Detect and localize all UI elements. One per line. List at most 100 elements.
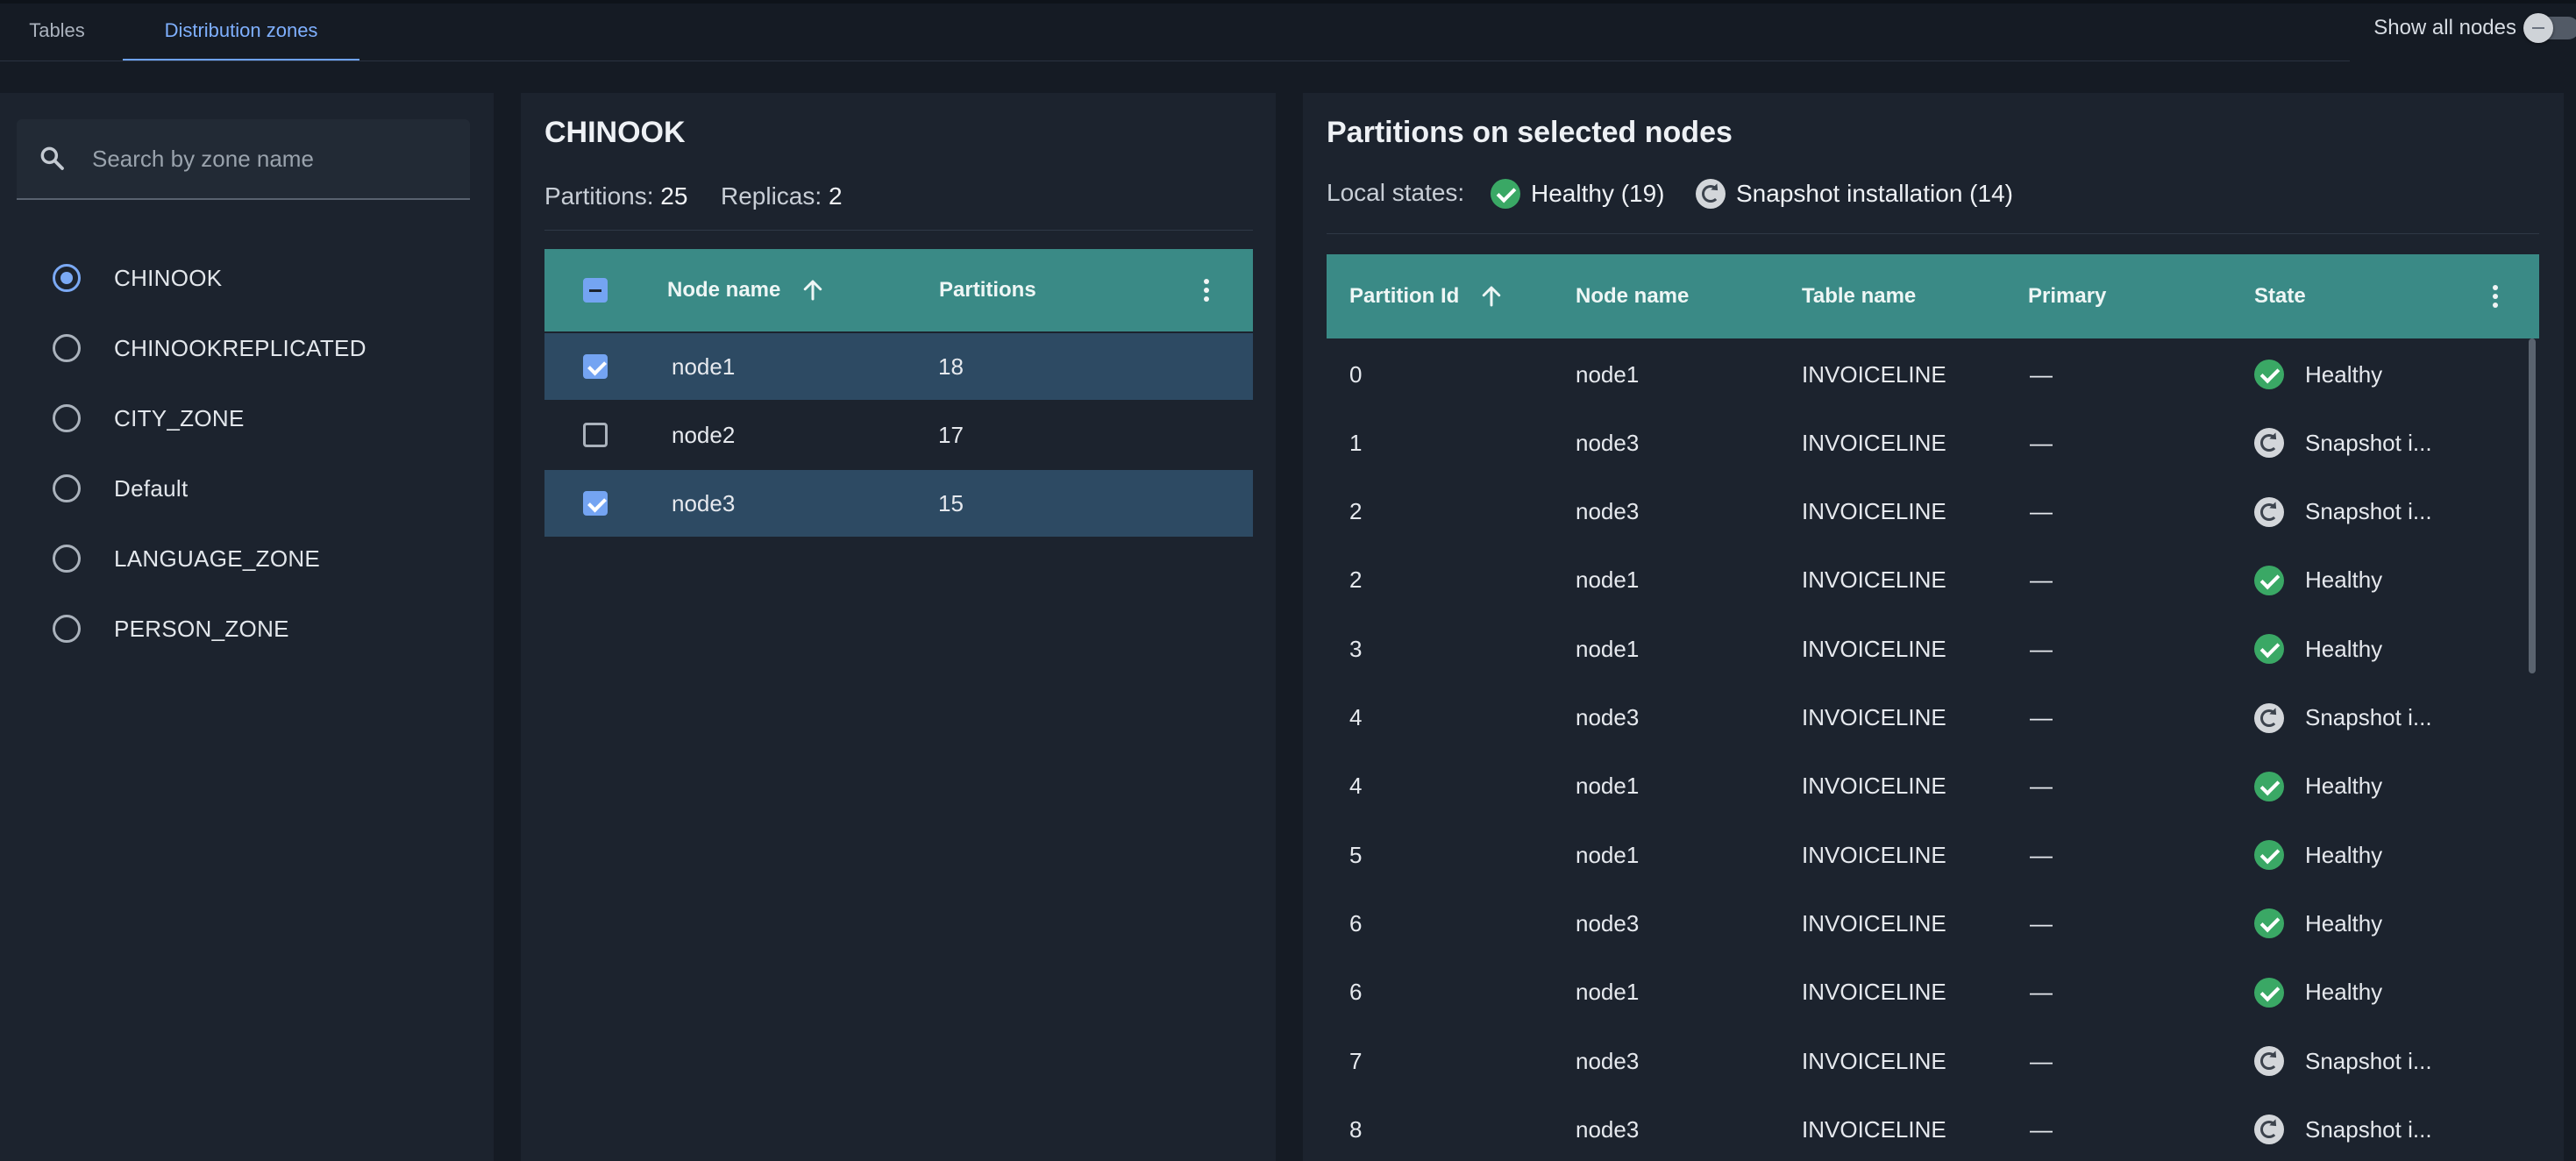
radio-icon[interactable] — [53, 404, 81, 432]
radio-selected-icon[interactable] — [53, 264, 81, 292]
zones-panel: CHINOOK CHINOOKREPLICATED CITY_ZONE Defa… — [0, 93, 494, 1161]
snapshot-icon — [2254, 496, 2284, 527]
zone-item-chinook[interactable]: CHINOOK — [53, 256, 222, 300]
partition-state-label: Healthy — [2305, 360, 2383, 388]
node-checkbox-checked[interactable] — [583, 354, 608, 379]
node-row[interactable]: node3 15 — [544, 470, 1253, 537]
column-partitions[interactable]: Partitions — [939, 249, 1036, 331]
partition-row[interactable]: 8 node3 INVOICELINE — Snapshot i... — [1327, 1098, 2528, 1161]
partition-table-name: INVOICELINE — [1802, 360, 1946, 388]
node-row[interactable]: node2 17 — [544, 402, 1253, 468]
tab-tables[interactable]: Tables — [0, 0, 114, 61]
column-node-name[interactable]: Node name — [667, 249, 826, 331]
column-node-name-label: Node name — [1576, 284, 1690, 308]
node-partitions: 15 — [938, 489, 964, 516]
partition-row[interactable]: 3 node1 INVOICELINE — Healthy — [1327, 617, 2528, 680]
partition-state-label: Snapshot i... — [2305, 1047, 2432, 1074]
partition-state: Healthy — [2254, 755, 2382, 818]
partition-primary: — — [2030, 841, 2053, 868]
partition-node-name: node3 — [1576, 498, 1640, 525]
partition-state: Snapshot i... — [2254, 1029, 2432, 1093]
show-all-nodes-toggle[interactable] — [2523, 13, 2576, 43]
partition-id: 7 — [1349, 1047, 1363, 1074]
partition-row[interactable]: 0 node1 INVOICELINE — Healthy — [1327, 343, 2528, 406]
snapshot-icon — [2254, 1046, 2284, 1076]
zone-item-label: PERSON_ZONE — [114, 615, 289, 642]
partition-primary: — — [2030, 1115, 2053, 1143]
partition-node-name: node3 — [1576, 429, 1640, 456]
partition-row[interactable]: 6 node3 INVOICELINE — Healthy — [1327, 892, 2528, 955]
check-circle-icon — [2254, 634, 2284, 665]
partition-row[interactable]: 4 node1 INVOICELINE — Healthy — [1327, 755, 2528, 818]
partition-node-name: node3 — [1576, 1115, 1640, 1143]
zone-item-person-zone[interactable]: PERSON_ZONE — [53, 607, 289, 651]
partition-state-label: Healthy — [2305, 979, 2383, 1006]
radio-icon[interactable] — [53, 615, 81, 643]
radio-icon[interactable] — [53, 474, 81, 502]
partition-row[interactable]: 5 node1 INVOICELINE — Healthy — [1327, 823, 2528, 887]
zone-item-language-zone[interactable]: LANGUAGE_ZONE — [53, 537, 320, 580]
node-row[interactable]: node1 18 — [544, 333, 1253, 400]
zone-title: CHINOOK — [544, 116, 686, 149]
zone-item-label: CHINOOK — [114, 264, 223, 291]
node-checkbox-checked[interactable] — [583, 491, 608, 516]
more-vert-icon[interactable] — [1204, 279, 1209, 302]
zone-search-input[interactable] — [92, 140, 452, 177]
column-state-label: State — [2254, 284, 2306, 308]
node-checkbox[interactable] — [583, 423, 608, 447]
more-vert-icon[interactable] — [2493, 285, 2498, 308]
tab-tables-label: Tables — [29, 19, 85, 41]
radio-icon[interactable] — [53, 545, 81, 573]
legend-healthy: Healthy (19) — [1531, 180, 1665, 207]
node-partitions: 18 — [938, 353, 964, 380]
zone-item-chinookreplicated[interactable]: CHINOOKREPLICATED — [53, 326, 366, 370]
partition-row[interactable]: 2 node1 INVOICELINE — Healthy — [1327, 549, 2528, 612]
partition-node-name: node1 — [1576, 360, 1640, 388]
column-state[interactable]: State — [2254, 254, 2306, 338]
zone-item-default[interactable]: Default — [53, 467, 188, 510]
zone-item-city-zone[interactable]: CITY_ZONE — [53, 396, 245, 440]
radio-icon[interactable] — [53, 334, 81, 362]
partition-row[interactable]: 1 node3 INVOICELINE — Snapshot i... — [1327, 411, 2528, 474]
partition-node-name: node1 — [1576, 773, 1640, 800]
column-node-name-label: Node name — [667, 278, 781, 302]
select-all-checkbox[interactable] — [583, 278, 608, 303]
partition-primary: — — [2030, 360, 2053, 388]
partition-id: 8 — [1349, 1115, 1363, 1143]
partition-id: 1 — [1349, 429, 1363, 456]
tab-distribution-zones[interactable]: Distribution zones — [123, 0, 359, 61]
partition-state: Snapshot i... — [2254, 1098, 2432, 1161]
partition-id: 4 — [1349, 773, 1363, 800]
sort-ascending-icon[interactable] — [1478, 283, 1505, 310]
partition-node-name: node1 — [1576, 566, 1640, 594]
node-name: node1 — [672, 353, 736, 380]
partition-primary: — — [2030, 1047, 2053, 1074]
nodes-table-header: Node name Partitions — [544, 249, 1253, 331]
partition-node-name: node3 — [1576, 909, 1640, 937]
snapshot-icon — [2254, 1115, 2284, 1145]
node-partitions: 17 — [938, 421, 964, 448]
column-menu-button[interactable] — [1204, 249, 1209, 331]
column-menu-button[interactable] — [2493, 254, 2498, 338]
partition-node-name: node1 — [1576, 635, 1640, 662]
partition-node-name: node3 — [1576, 1047, 1640, 1074]
partition-row[interactable]: 4 node3 INVOICELINE — Snapshot i... — [1327, 687, 2528, 750]
column-node-name[interactable]: Node name — [1576, 254, 1689, 338]
partition-row[interactable]: 7 node3 INVOICELINE — Snapshot i... — [1327, 1029, 2528, 1093]
partition-id: 5 — [1349, 841, 1363, 868]
column-partition-id[interactable]: Partition Id — [1349, 254, 1505, 338]
column-primary[interactable]: Primary — [2028, 254, 2106, 338]
check-circle-icon — [2254, 360, 2284, 389]
partition-row[interactable]: 6 node1 INVOICELINE — Healthy — [1327, 961, 2528, 1024]
partition-state-label: Healthy — [2305, 773, 2383, 800]
partition-id: 6 — [1349, 909, 1363, 937]
partition-row[interactable]: 2 node3 INVOICELINE — Snapshot i... — [1327, 481, 2528, 544]
table-scrollbar[interactable] — [2529, 338, 2536, 673]
column-partition-id-label: Partition Id — [1349, 284, 1460, 308]
column-table-name[interactable]: Table name — [1802, 254, 1916, 338]
sort-ascending-icon[interactable] — [800, 277, 826, 303]
partition-state: Healthy — [2254, 961, 2382, 1024]
partitions-label: Partitions: — [544, 182, 654, 210]
local-states-legend: Local states: Healthy (19) Snapshot inst… — [1327, 179, 2554, 214]
legend-snapshot: Snapshot installation (14) — [1736, 180, 2013, 207]
